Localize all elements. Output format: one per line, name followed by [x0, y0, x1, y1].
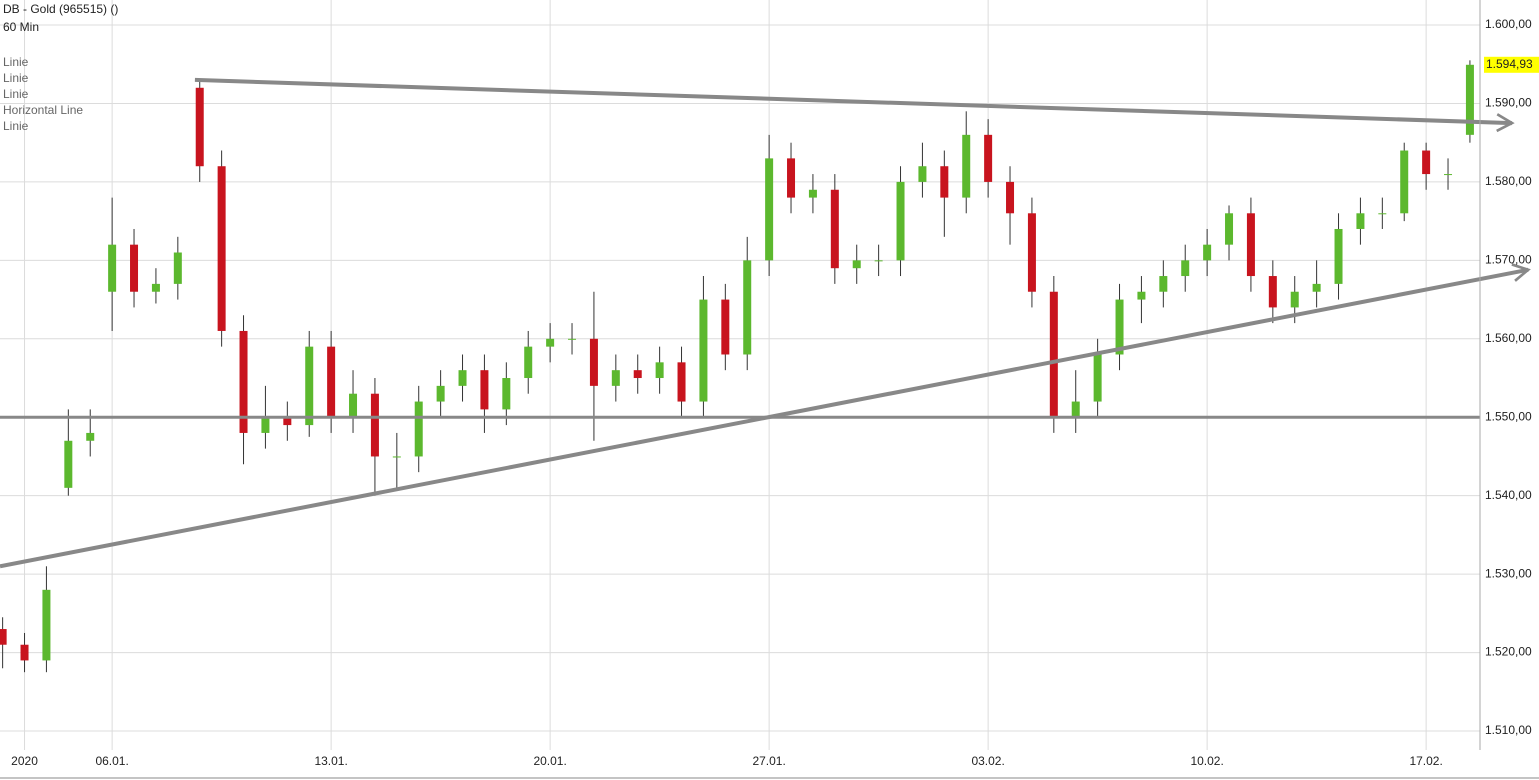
y-tick-label: 1.530,00 [1485, 566, 1532, 580]
x-tick-label: 2020 [11, 754, 38, 768]
x-tick-label: 17.02. [1409, 754, 1442, 768]
candle-body [1225, 213, 1234, 245]
candle-body [305, 346, 314, 426]
candle-body [1465, 64, 1474, 135]
candle-body [283, 417, 292, 426]
candle-body [173, 252, 182, 284]
x-tick-label: 13.01. [314, 754, 347, 768]
candle-body [1071, 401, 1080, 418]
candle-body [370, 393, 379, 457]
candle-body [480, 370, 489, 410]
last-price-label: 1.594,93 [1486, 57, 1533, 71]
candle-body [830, 189, 839, 269]
candle-body [217, 166, 226, 331]
candle-body [1115, 299, 1124, 355]
y-tick-label: 1.590,00 [1485, 96, 1532, 110]
chart-subtitle: 60 Min [3, 20, 39, 34]
candle-body [611, 370, 620, 386]
candle-body [1400, 150, 1409, 214]
legend-entry: Linie [3, 119, 29, 133]
x-tick-label: 03.02. [971, 754, 1004, 768]
candle-body [1203, 244, 1212, 261]
legend-entry: Linie [3, 55, 29, 69]
candle-body [1027, 213, 1036, 292]
y-tick-label: 1.560,00 [1485, 331, 1532, 345]
x-tick-label: 27.01. [752, 754, 785, 768]
candle-body [984, 134, 993, 182]
candle-body [1312, 283, 1321, 292]
candle-body [20, 644, 29, 661]
candle-body [765, 158, 774, 261]
candle-body [940, 166, 949, 198]
y-tick-label: 1.540,00 [1485, 488, 1532, 502]
candle-body [1334, 228, 1343, 284]
last-price-box [1484, 56, 1539, 73]
candle-body [195, 87, 204, 167]
candle-body [1268, 276, 1277, 308]
candle-body [633, 370, 642, 379]
candle-body [589, 338, 598, 386]
y-tick-label: 1.570,00 [1485, 253, 1532, 267]
trend-line [0, 263, 1531, 569]
candle-body [349, 393, 358, 418]
y-tick-label: 1.580,00 [1485, 174, 1532, 188]
candle-body [655, 362, 664, 379]
candle-body [787, 158, 796, 198]
candle-body [261, 417, 270, 433]
candle-body [414, 401, 423, 457]
candle-body [1159, 276, 1168, 292]
candle-body [918, 166, 927, 182]
candle-body [239, 330, 248, 433]
y-tick-label: 1.600,00 [1485, 17, 1532, 31]
candle-body [874, 260, 883, 262]
candle-body [502, 378, 511, 410]
candle-body [1422, 150, 1431, 175]
y-tick-label: 1.520,00 [1485, 645, 1532, 659]
candle-body [743, 260, 752, 355]
candle-body [327, 346, 336, 418]
candle-body [1356, 213, 1365, 229]
candle-body [130, 244, 139, 292]
candle-body [151, 283, 160, 292]
candle-body [458, 370, 467, 386]
candle-body [1093, 354, 1102, 402]
candle-body [42, 589, 51, 661]
candle-body [962, 134, 971, 198]
candle-body [1246, 213, 1255, 277]
candle-body [808, 189, 817, 198]
x-tick-label: 10.02. [1190, 754, 1223, 768]
candle-body [677, 362, 686, 402]
legend-entry: Linie [3, 87, 29, 101]
y-tick-label: 1.550,00 [1485, 409, 1532, 423]
chart-title: DB - Gold (965515) () [3, 2, 118, 16]
candle-body [1181, 260, 1190, 277]
candle-body [436, 385, 445, 402]
candle-body [64, 440, 73, 488]
legend-entry: Linie [3, 71, 29, 85]
candle-body [852, 260, 861, 269]
candle-body [524, 346, 533, 379]
candle-body [699, 299, 708, 402]
x-tick-label: 06.01. [95, 754, 128, 768]
y-tick-label: 1.510,00 [1485, 723, 1532, 737]
candle-body [0, 629, 7, 645]
candle-body [1006, 181, 1015, 214]
candle-body [896, 181, 905, 261]
candle-body [721, 299, 730, 355]
candle-body [568, 338, 577, 340]
candle-body [392, 456, 401, 458]
candle-body [1290, 291, 1299, 308]
trend-line [194, 77, 1515, 133]
candle-body [108, 244, 117, 292]
candle-body [86, 432, 95, 441]
candle-body [1378, 213, 1387, 215]
candle-body [1444, 174, 1453, 176]
candle-body [546, 338, 555, 347]
candle-body [1049, 291, 1058, 418]
legend-entry: Horizontal Line [3, 103, 83, 117]
x-tick-label: 20.01. [533, 754, 566, 768]
candle-body [1137, 291, 1146, 300]
